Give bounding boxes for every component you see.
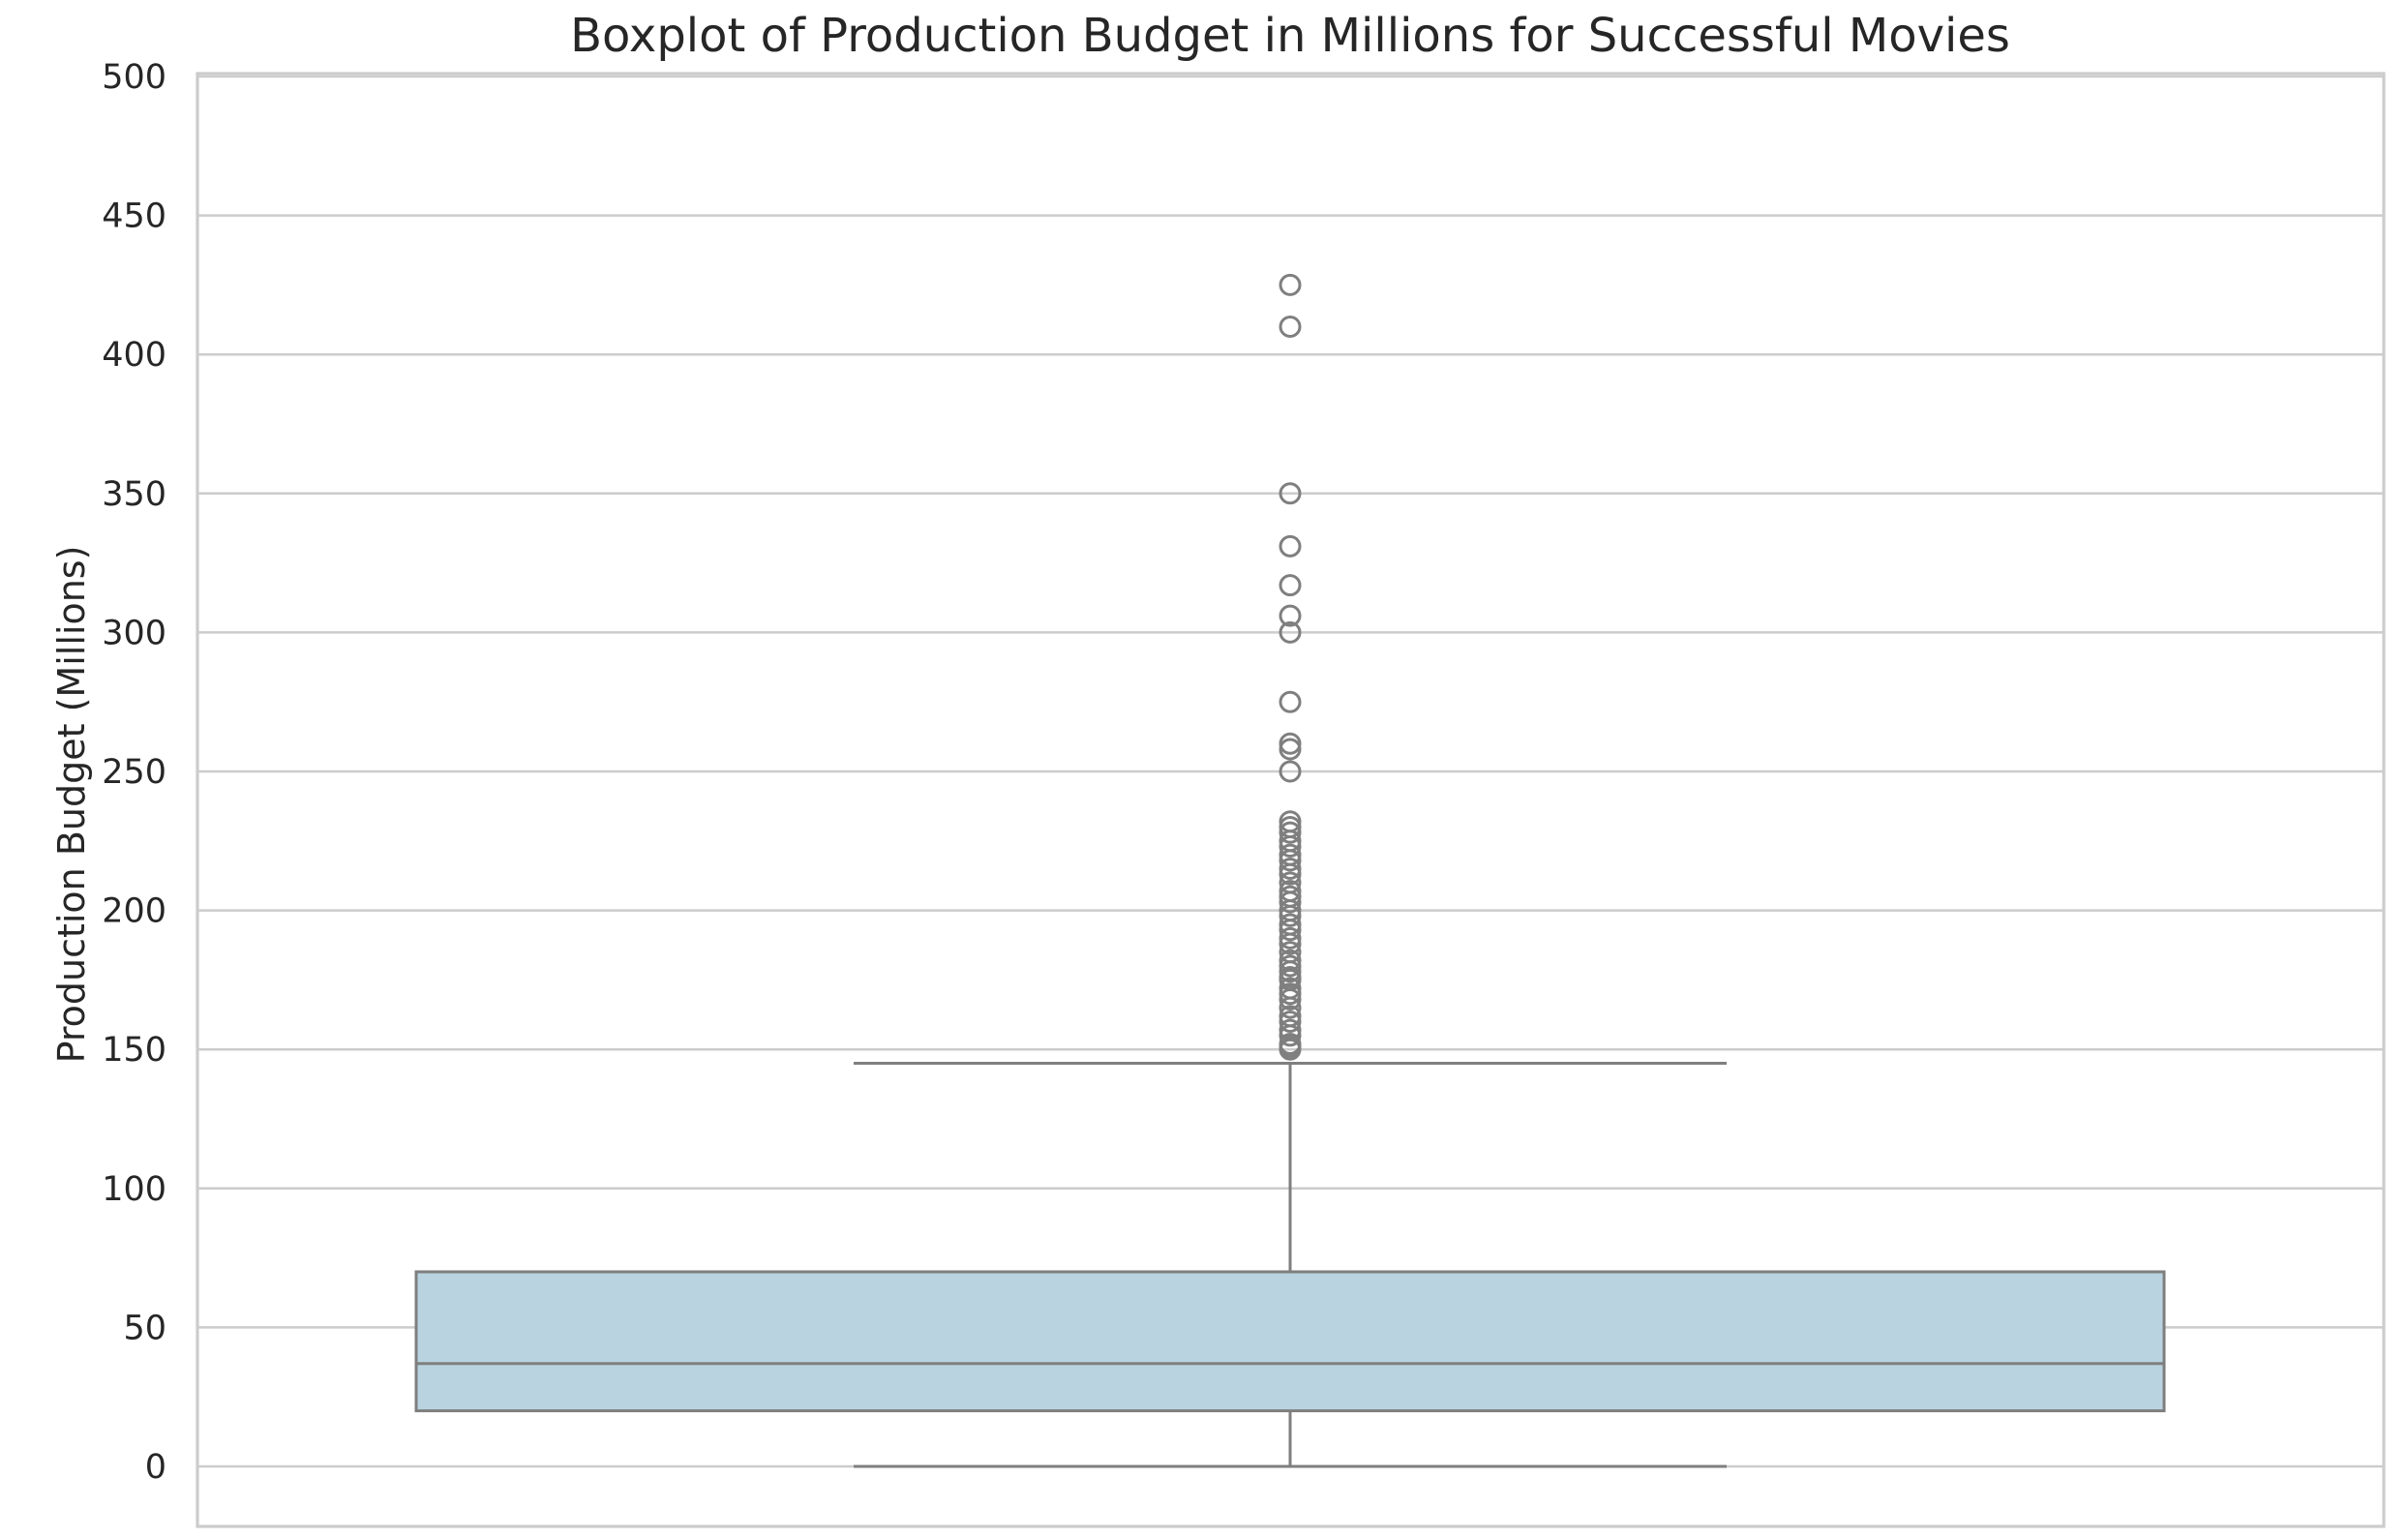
y-tick-label-300: 300: [102, 614, 166, 652]
plot-frame: [196, 72, 2386, 1528]
outlier-point: [1279, 954, 1302, 978]
outlier-point: [1279, 604, 1302, 627]
y-tick-label-50: 50: [123, 1309, 166, 1347]
y-tick-labels: 0 50 100 150 200 250 300 350 400 450 500: [102, 58, 166, 1487]
outlier-point: [1279, 815, 1302, 838]
y-tick-label-350: 350: [102, 475, 166, 514]
y-tick-label-500: 500: [102, 58, 166, 97]
outlier-point: [1279, 273, 1302, 296]
outlier-point: [1279, 858, 1302, 881]
outlier-point: [1279, 760, 1302, 783]
outlier-point: [1279, 977, 1302, 1000]
y-axis-title: Production Budget (Millions): [50, 546, 93, 1064]
outlier-point: [1279, 574, 1302, 597]
y-tick-label-250: 250: [102, 753, 166, 792]
outlier-point: [1279, 482, 1302, 505]
y-tick-label-450: 450: [102, 197, 166, 236]
y-tick-label-0: 0: [145, 1448, 166, 1487]
outlier-point: [1279, 871, 1302, 894]
outlier-point: [1279, 620, 1302, 644]
chart-title: Boxplot of Production Budget in Millions…: [570, 9, 2010, 63]
outlier-point: [1279, 913, 1302, 936]
y-tick-label-100: 100: [102, 1170, 166, 1209]
outlier-point: [1279, 885, 1302, 908]
outlier-point: [1279, 843, 1302, 866]
y-tick-label-150: 150: [102, 1031, 166, 1070]
outlier-point: [1279, 941, 1302, 964]
outlier-point: [1279, 949, 1302, 972]
outlier-point: [1279, 810, 1302, 833]
y-tick-label-200: 200: [102, 892, 166, 931]
outlier-point: [1279, 1032, 1302, 1055]
y-tick-label-400: 400: [102, 336, 166, 375]
outlier-point: [1279, 690, 1302, 713]
outlier-point: [1279, 879, 1302, 902]
outlier-point: [1279, 1005, 1302, 1028]
outlier-point: [1279, 315, 1302, 338]
outlier-point: [1279, 821, 1302, 844]
outlier-point: [1279, 982, 1302, 1006]
outlier-points: [1279, 273, 1302, 1061]
outlier-point: [1279, 738, 1302, 761]
outlier-point: [1279, 1010, 1302, 1033]
outlier-point: [1279, 926, 1302, 950]
box-plot: [414, 1062, 2166, 1468]
outlier-point: [1279, 534, 1302, 558]
iqr-box: [414, 1270, 2166, 1413]
outlier-point: [1279, 732, 1302, 755]
outlier-point: [1279, 966, 1302, 989]
outlier-point: [1279, 1018, 1302, 1041]
